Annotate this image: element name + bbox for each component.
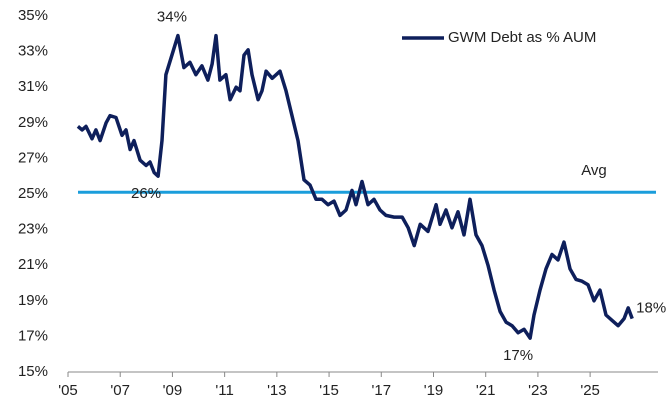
y-tick-label: 21%: [18, 256, 48, 273]
x-tick-label: '25: [580, 382, 600, 399]
x-tick-label: '11: [215, 382, 233, 399]
annotation: 26%: [131, 185, 161, 202]
y-tick-label: 35%: [18, 7, 48, 24]
y-tick-label: 25%: [18, 185, 48, 202]
x-tick-label: '15: [319, 382, 339, 399]
y-tick-label: 27%: [18, 149, 48, 166]
y-tick-label: 19%: [18, 292, 48, 309]
y-tick-label: 29%: [18, 114, 48, 131]
legend-label: GWM Debt as % AUM: [448, 29, 596, 46]
y-tick-label: 33%: [18, 43, 48, 60]
x-tick-label: '17: [371, 382, 391, 399]
x-tick-label: '05: [58, 382, 78, 399]
x-tick-label: '21: [476, 382, 496, 399]
y-tick-label: 23%: [18, 221, 48, 238]
x-tick-label: '13: [267, 382, 287, 399]
y-tick-label: 17%: [18, 327, 48, 344]
x-tick-label: '07: [110, 382, 130, 399]
x-tick-label: '19: [424, 382, 444, 399]
y-tick-label: 15%: [18, 363, 48, 380]
annotation: 17%: [503, 347, 533, 364]
y-tick-label: 31%: [18, 78, 48, 95]
series-line: [76, 33, 634, 340]
annotation: 18%: [636, 300, 666, 317]
annotation: 34%: [157, 9, 187, 26]
average-label: Avg: [581, 162, 607, 179]
x-tick-label: '09: [163, 382, 183, 399]
x-tick-label: '23: [528, 382, 548, 399]
